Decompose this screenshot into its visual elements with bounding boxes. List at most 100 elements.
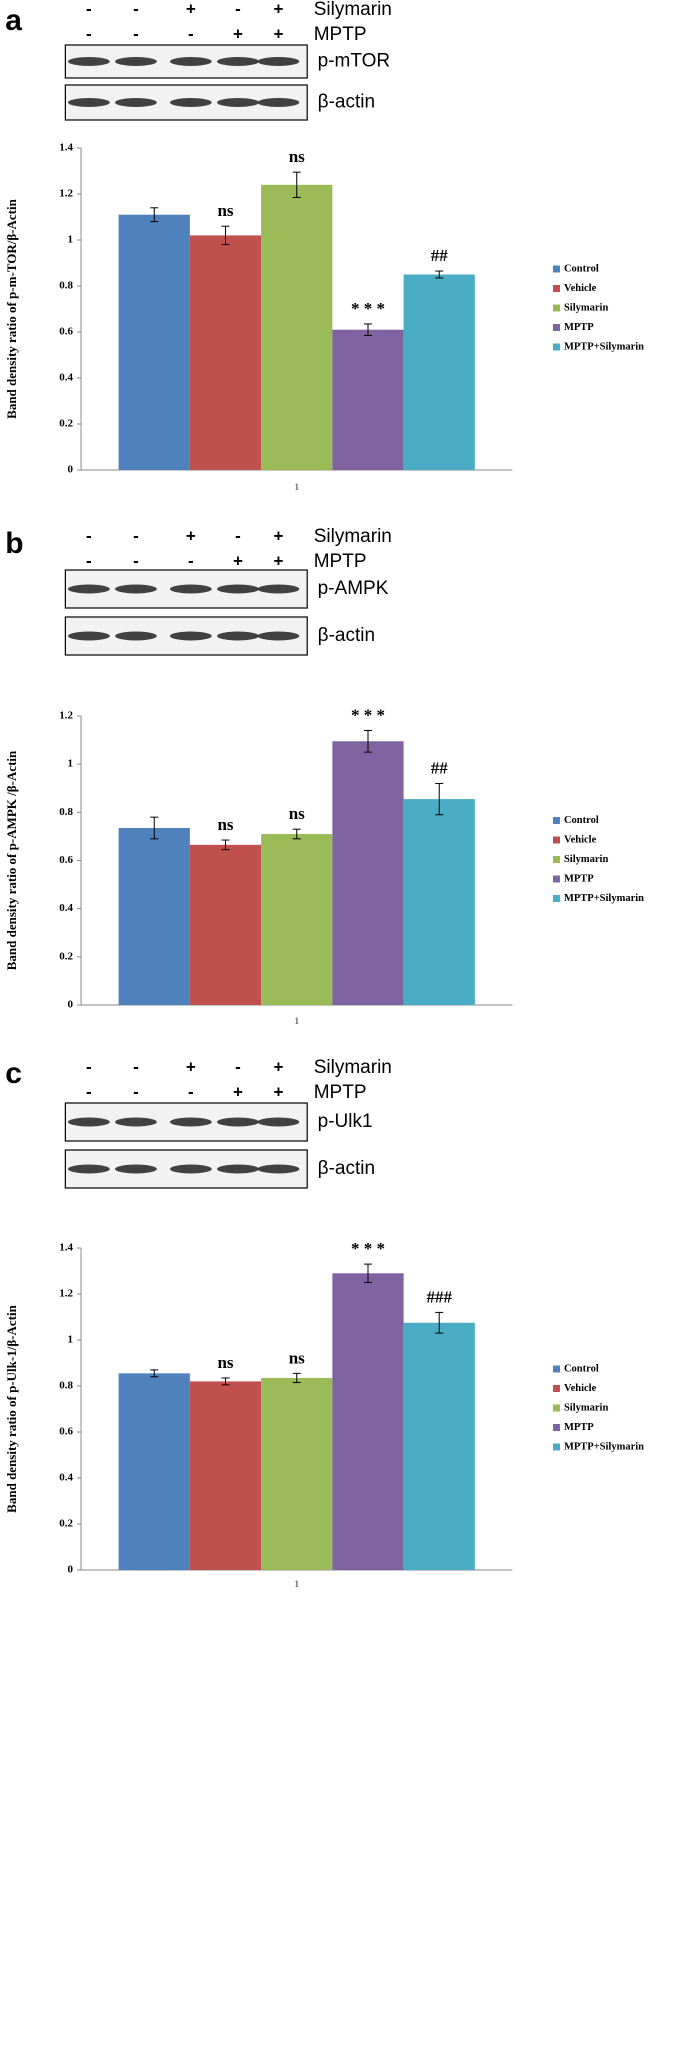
y-tick-label: 0.8 [59, 280, 73, 292]
y-tick-label: 0 [68, 464, 74, 476]
blot-band [67, 631, 110, 641]
error-bar [150, 816, 159, 840]
error-bar [221, 1377, 230, 1386]
y-tick-label: 1 [68, 758, 74, 770]
blot-band [217, 57, 259, 66]
legend-swatch [552, 324, 560, 331]
blot-band [115, 584, 157, 594]
blot-band [67, 57, 110, 66]
significance-label: ns [217, 201, 233, 220]
legend-label: Silymarin [564, 302, 608, 313]
treatment-sign: + [186, 0, 196, 18]
bar [189, 235, 262, 470]
treatment-sign: - [86, 526, 92, 545]
error-bar [363, 729, 372, 753]
blot-band [257, 584, 300, 594]
error-bar [292, 828, 301, 840]
legend-swatch [552, 836, 560, 844]
blot-band [115, 631, 157, 641]
treatment-sign: - [188, 551, 194, 570]
significance-label: ns [289, 804, 305, 823]
significance-label: * * * [351, 1239, 385, 1258]
y-tick-label: 0.6 [59, 1426, 73, 1438]
y-tick-label: 1 [68, 234, 74, 246]
legend-swatch [552, 1385, 560, 1392]
legend-swatch [552, 1404, 560, 1412]
treatment-sign: + [233, 24, 243, 43]
x-tick-label: 1 [294, 482, 299, 492]
blot-band [217, 584, 259, 594]
legend-label: MPTP [564, 1422, 594, 1433]
legend-swatch [552, 1443, 560, 1451]
treatment-sign: + [273, 0, 283, 18]
treatment-sign: - [133, 1082, 139, 1101]
legend-swatch [552, 817, 560, 824]
error-bar [363, 1263, 372, 1283]
blot-band [169, 584, 212, 594]
y-tick-label: 0.8 [59, 806, 73, 818]
y-tick-label: 0.2 [59, 950, 73, 962]
error-bar [435, 1311, 444, 1334]
blot-name: p-AMPK [318, 578, 389, 599]
y-axis-label: Band density ratio of p-AMPK /β-Actin [4, 750, 19, 970]
error-bar [435, 270, 444, 279]
bar [189, 844, 262, 1005]
blot-band [169, 98, 212, 107]
error-bar [435, 782, 444, 816]
treatment-sign: - [86, 1057, 92, 1076]
treatment-sign: - [235, 0, 241, 18]
treatment-sign: - [133, 0, 139, 18]
treatment-name: Silymarin [314, 0, 392, 20]
significance-label: ns [289, 147, 305, 166]
y-tick-label: 1.2 [59, 1288, 73, 1300]
blot-name: β-actin [318, 625, 375, 646]
y-tick-label: 0.2 [59, 1518, 73, 1530]
blot-band [67, 584, 110, 594]
blot-band [217, 1164, 259, 1174]
bar [261, 834, 333, 1005]
panel-label: b [5, 527, 23, 560]
blot-band [115, 98, 157, 107]
significance-label: ## [431, 246, 449, 265]
treatment-sign: + [233, 1082, 243, 1101]
y-tick-label: 1 [68, 1334, 74, 1346]
treatment-sign: - [86, 0, 92, 18]
blot-band [115, 1164, 157, 1174]
legend-swatch [552, 304, 560, 312]
x-tick-label: 1 [294, 1016, 299, 1026]
legend-label: Control [564, 263, 599, 274]
bar [403, 799, 475, 1005]
blot-band [67, 1117, 110, 1127]
y-tick-label: 1.2 [59, 710, 73, 722]
bar [332, 741, 404, 1005]
legend-swatch [552, 285, 560, 292]
blot-band [257, 98, 300, 107]
legend-swatch [552, 343, 560, 351]
blot-band [257, 1117, 300, 1127]
bar [118, 827, 190, 1005]
bar [261, 1377, 333, 1570]
legend-label: MPTP+Silymarin [564, 893, 644, 904]
legend-label: Silymarin [564, 1402, 608, 1413]
legend-label: Control [564, 815, 599, 826]
treatment-sign: + [273, 1082, 283, 1101]
y-tick-label: 0 [68, 1564, 74, 1576]
blot-name: β-actin [318, 1158, 375, 1179]
treatment-sign: + [186, 526, 196, 545]
error-bar [363, 323, 372, 336]
treatment-sign: - [86, 551, 92, 570]
error-bar [292, 171, 301, 198]
significance-label: * * * [351, 705, 385, 724]
bar [403, 1322, 475, 1570]
treatment-sign: + [273, 24, 283, 43]
blot-band [217, 98, 259, 107]
treatment-sign: - [86, 24, 92, 43]
blot-band [115, 1117, 157, 1127]
error-bar [221, 225, 230, 246]
treatment-sign: - [133, 551, 139, 570]
legend-swatch [552, 856, 560, 863]
blot-name: β-actin [318, 92, 375, 113]
y-tick-label: 0.4 [59, 1472, 73, 1484]
panel-label: c [5, 1057, 22, 1090]
legend-swatch [552, 875, 560, 883]
